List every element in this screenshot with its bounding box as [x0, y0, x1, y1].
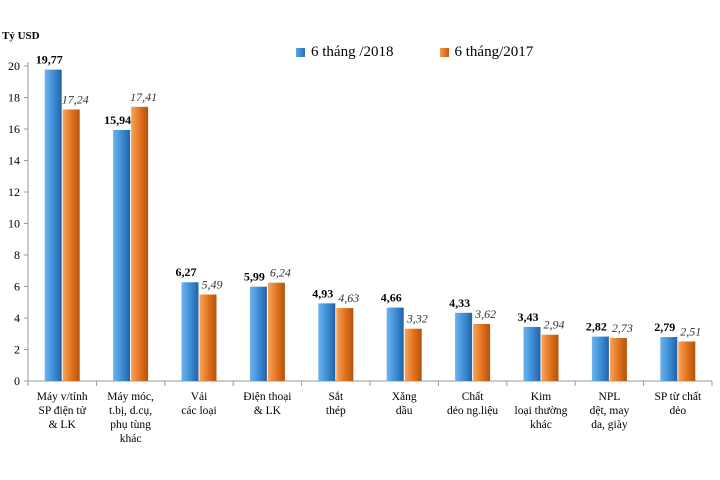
data-label-2018: 19,77 — [36, 53, 63, 67]
bar-2017 — [267, 282, 285, 381]
y-tick-label: 8 — [14, 248, 20, 262]
data-label-2017: 3,62 — [474, 307, 496, 321]
x-tick-label: Sắt thép — [326, 390, 346, 417]
x-tick-label: NPL dệt, may da, giày — [590, 391, 630, 431]
legend-label-2017: 6 tháng/2017 — [454, 44, 534, 60]
bar-2017 — [199, 294, 217, 381]
y-tick-label: 2 — [14, 343, 20, 357]
x-tick-label: Chất dẻo ng.liệu — [447, 390, 498, 417]
x-tick-label: SP từ chất dẻo — [654, 390, 702, 417]
x-tick-label: Máy v/tính SP điện tử & LK — [37, 391, 88, 431]
bar-2018 — [591, 336, 609, 381]
bar-2017 — [678, 341, 696, 381]
data-label-2018: 15,94 — [104, 113, 131, 127]
legend-swatch-2017 — [439, 48, 449, 57]
bar-2018 — [249, 286, 267, 381]
data-label-2017: 6,24 — [270, 266, 291, 280]
data-label-2018: 4,33 — [449, 296, 470, 310]
data-label-2018: 6,27 — [176, 265, 197, 279]
bar-2017 — [404, 328, 422, 381]
y-tick-label: 12 — [8, 185, 20, 199]
data-label-2018: 2,82 — [586, 320, 607, 334]
y-tick-label: 20 — [8, 59, 20, 73]
data-label-2017: 5,49 — [202, 278, 223, 292]
chart-legend: 6 tháng /2018 6 tháng/2017 — [296, 44, 533, 61]
bar-2017 — [473, 323, 491, 381]
bar-2017 — [609, 338, 627, 381]
data-label-2017: 4,63 — [338, 291, 359, 305]
x-tick-label: Điện thoại & LK — [243, 391, 291, 417]
y-tick-label: 6 — [14, 280, 20, 294]
bar-2017 — [336, 308, 354, 381]
data-label-2017: 2,73 — [612, 321, 633, 335]
y-tick-label: 14 — [8, 154, 20, 168]
data-label-2017: 2,94 — [544, 318, 565, 332]
bar-2017 — [62, 109, 80, 381]
data-label-2018: 3,43 — [518, 310, 539, 324]
legend-label-2018: 6 tháng /2018 — [311, 44, 394, 60]
data-label-2018: 2,79 — [654, 320, 675, 334]
bar-2018 — [44, 69, 62, 381]
y-tick-label: 0 — [14, 374, 20, 388]
data-label-2017: 2,51 — [680, 324, 701, 338]
bar-2018 — [181, 282, 199, 381]
data-label-2018: 4,93 — [312, 286, 333, 300]
data-label-2018: 4,66 — [381, 291, 402, 305]
bar-2018 — [318, 303, 336, 381]
data-label-2017: 3,32 — [406, 312, 428, 326]
y-tick-label: 10 — [8, 217, 20, 231]
legend-item-2017: 6 tháng/2017 — [439, 44, 534, 61]
x-tick-label: Máy móc, t.bị, d.cụ, phụ tùng khác — [107, 391, 154, 445]
bar-2017 — [131, 106, 149, 381]
bar-2018 — [660, 337, 678, 381]
bar-2018 — [523, 326, 541, 381]
bar-2018 — [113, 129, 131, 381]
x-tick-label: Kim loại thường khác — [515, 391, 568, 431]
x-tick-label: Xăng dầu — [392, 391, 417, 417]
y-tick-label: 16 — [8, 122, 20, 136]
data-label-2018: 5,99 — [244, 270, 265, 284]
y-tick-label: 18 — [8, 91, 20, 105]
x-tick-label: Vải các loại — [181, 391, 216, 417]
bar-2018 — [386, 307, 404, 381]
y-tick-label: 4 — [14, 311, 20, 325]
data-label-2017: 17,41 — [130, 90, 157, 104]
y-axis-unit-label: Tỷ USD — [2, 30, 40, 42]
legend-swatch-2018 — [296, 48, 305, 57]
bar-2018 — [455, 312, 473, 381]
legend-item-2018: 6 tháng /2018 — [296, 44, 394, 61]
bar-2017 — [541, 334, 559, 381]
data-label-2017: 17,24 — [62, 92, 89, 106]
